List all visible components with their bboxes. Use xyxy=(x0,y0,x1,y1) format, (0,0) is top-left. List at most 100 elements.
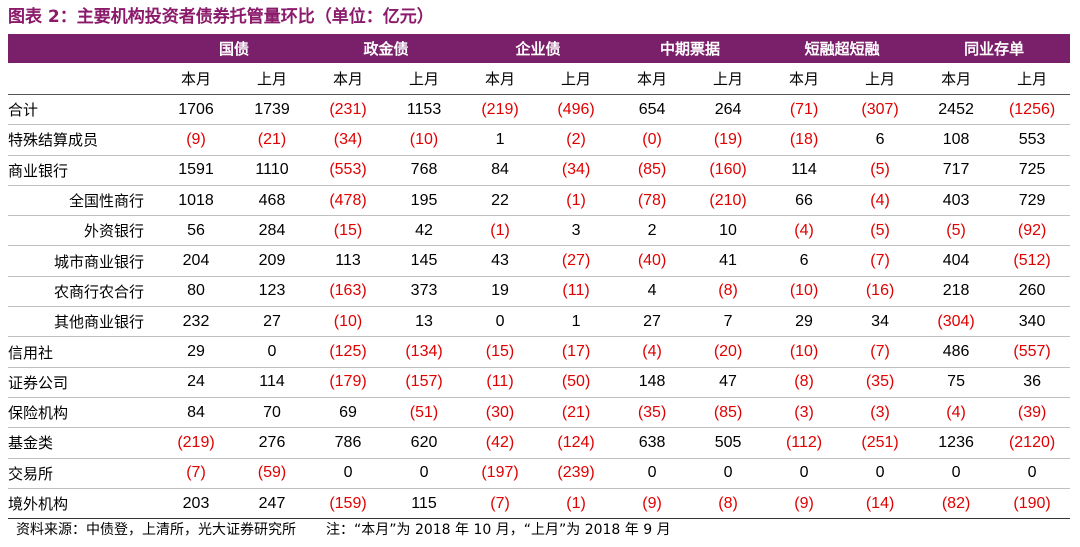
table-cell: (34) xyxy=(538,155,615,186)
table-cell: (124) xyxy=(538,427,615,459)
table-cell: (21) xyxy=(234,124,311,156)
table-cell: (5) xyxy=(842,215,919,247)
table-cell: (9) xyxy=(614,488,691,520)
table-cell: 786 xyxy=(310,427,387,459)
table-cell: 75 xyxy=(918,367,995,398)
table-cell: 34 xyxy=(842,306,919,338)
row-label: 全国性商行 xyxy=(8,185,158,217)
table-cell: 36 xyxy=(994,367,1071,398)
table-cell: 486 xyxy=(918,336,995,368)
table-cell: (112) xyxy=(766,427,843,459)
table-cell: 1236 xyxy=(918,427,995,459)
row-label: 证券公司 xyxy=(8,367,158,398)
table-cell: 108 xyxy=(918,124,995,156)
table-cell: (7) xyxy=(462,488,539,520)
table-cell: (179) xyxy=(310,367,387,398)
table-cell: (5) xyxy=(918,215,995,247)
table-cell: 218 xyxy=(918,276,995,308)
table-cell: 41 xyxy=(690,245,767,277)
table-cell: 2452 xyxy=(918,94,995,126)
period-current-month: 本月 xyxy=(462,63,539,95)
table-cell: 29 xyxy=(158,336,234,368)
table-cell: (71) xyxy=(766,94,843,126)
table-cell: (19) xyxy=(690,124,767,156)
table-cell: (10) xyxy=(766,276,843,308)
table-cell: (10) xyxy=(386,124,463,156)
table-cell: (160) xyxy=(690,155,767,186)
table-cell: 1018 xyxy=(158,185,234,217)
table-cell: 56 xyxy=(158,215,234,247)
table-cell: 19 xyxy=(462,276,539,308)
table-cell: 468 xyxy=(234,185,311,217)
table-cell: 0 xyxy=(918,458,995,489)
table-cell: 27 xyxy=(234,306,311,338)
table-cell: (11) xyxy=(462,367,539,398)
table-cell: (92) xyxy=(994,215,1071,247)
table-cell: (1256) xyxy=(994,94,1071,126)
table-cell: (7) xyxy=(158,458,234,489)
table-body: 合计 1706 1739 (231) 1153 (219) (496) 654 264 (71)(… xyxy=(8,94,1071,520)
table-cell: 620 xyxy=(386,427,463,459)
table-row: 特殊结算成员 (9) (21) (34) (10) 1 (2) (0) (19) (18) 6 108… xyxy=(8,124,1071,156)
row-label: 商业银行 xyxy=(8,155,158,186)
period-previous-month: 上月 xyxy=(386,63,463,95)
table-cell: (50) xyxy=(538,367,615,398)
table-cell: 209 xyxy=(234,245,311,277)
custody-table: 国债 政金债 企业债 中期票据 短融超短融 同业存单 本月 上月 本月 上月 本月 上月本… xyxy=(8,34,1071,520)
table-cell: (8) xyxy=(766,367,843,398)
table-cell: (2120) xyxy=(994,427,1071,459)
table-cell: 70 xyxy=(234,397,311,429)
table-cell: (9) xyxy=(766,488,843,520)
table-cell: (1) xyxy=(538,185,615,217)
table-cell: 1 xyxy=(538,306,615,338)
table-cell: (0) xyxy=(614,124,691,156)
table-cell: 10 xyxy=(690,215,767,247)
table-cell: 114 xyxy=(234,367,311,398)
period-current-month: 本月 xyxy=(766,63,843,95)
table-row: 农商行农合行 80 123 (163) 373 19 (11) 4 (8) (10) (16) 218… xyxy=(8,276,1071,308)
table-row: 全国性商行 1018 468 (478) 195 22 (1) (78) (210) 66 (4) 4… xyxy=(8,185,1071,217)
table-row: 境外机构 203 247 (159) 115 (7) (1) (9) (8) (9) (14) (82… xyxy=(8,488,1071,520)
table-cell: (553) xyxy=(310,155,387,186)
column-header-enterprise: 企业债 xyxy=(462,34,615,63)
table-cell: (251) xyxy=(842,427,919,459)
table-cell: (197) xyxy=(462,458,539,489)
table-cell: 13 xyxy=(386,306,463,338)
row-label: 农商行农合行 xyxy=(8,276,158,308)
table-cell: 0 xyxy=(690,458,767,489)
table-cell: (40) xyxy=(614,245,691,277)
table-cell: 195 xyxy=(386,185,463,217)
table-cell: (5) xyxy=(842,155,919,186)
row-label: 基金类 xyxy=(8,427,158,459)
table-cell: (7) xyxy=(842,245,919,277)
table-cell: (134) xyxy=(386,336,463,368)
table-cell: (14) xyxy=(842,488,919,520)
period-previous-month: 上月 xyxy=(690,63,767,95)
table-cell: (557) xyxy=(994,336,1071,368)
source-text: 资料来源：中债登，上清所，光大证券研究所 xyxy=(16,522,296,538)
table-cell: 0 xyxy=(842,458,919,489)
table-row: 证券公司 24 114 (179) (157) (11) (50) 148 47 (8) (35) 7… xyxy=(8,367,1071,398)
table-cell: (85) xyxy=(614,155,691,186)
table-cell: (2) xyxy=(538,124,615,156)
table-cell: (51) xyxy=(386,397,463,429)
table-cell: (82) xyxy=(918,488,995,520)
table-cell: (11) xyxy=(538,276,615,308)
table-cell: 1 xyxy=(462,124,539,156)
table-cell: 84 xyxy=(462,155,539,186)
table-cell: 24 xyxy=(158,367,234,398)
table-cell: 66 xyxy=(766,185,843,217)
table-row: 交易所 (7) (59) 0 0 (197) (239) 0 0 0 0 0 0 xyxy=(8,458,1071,489)
period-previous-month: 上月 xyxy=(538,63,615,95)
period-previous-month: 上月 xyxy=(234,63,311,95)
column-header-treasury: 国债 xyxy=(158,34,311,63)
table-cell: 0 xyxy=(386,458,463,489)
table-cell: 43 xyxy=(462,245,539,277)
table-cell: (17) xyxy=(538,336,615,368)
table-cell: (125) xyxy=(310,336,387,368)
table-cell: (15) xyxy=(462,336,539,368)
table-cell: (1) xyxy=(462,215,539,247)
table-cell: (8) xyxy=(690,276,767,308)
row-label: 其他商业银行 xyxy=(8,306,158,338)
table-cell: (15) xyxy=(310,215,387,247)
